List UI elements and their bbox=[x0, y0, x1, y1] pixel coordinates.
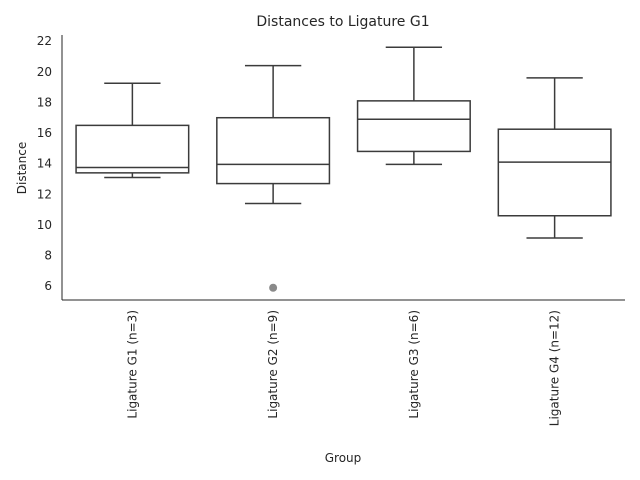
chart-title: Distances to Ligature G1 bbox=[256, 14, 429, 30]
x-axis-title: Group bbox=[325, 451, 362, 465]
y-tick-label: 8 bbox=[44, 249, 52, 263]
y-tick-label: 22 bbox=[37, 34, 52, 48]
box-iqr bbox=[75, 124, 190, 174]
y-tick-label: 18 bbox=[37, 95, 52, 109]
outlier-point bbox=[269, 283, 278, 292]
x-tick-label: Ligature G2 (n=9) bbox=[266, 310, 280, 419]
x-tick-label: Ligature G4 (n=12) bbox=[548, 310, 562, 426]
box-iqr bbox=[216, 116, 331, 185]
y-tick-label: 20 bbox=[37, 65, 52, 79]
x-tick-label: Ligature G1 (n=3) bbox=[125, 310, 139, 419]
y-tick-label: 14 bbox=[37, 157, 52, 171]
y-tick-label: 12 bbox=[37, 187, 52, 201]
y-tick-label: 16 bbox=[37, 126, 52, 140]
box-iqr bbox=[356, 100, 471, 153]
x-tick-label: Ligature G3 (n=6) bbox=[407, 310, 421, 419]
y-tick-label: 6 bbox=[44, 279, 52, 293]
y-tick-label: 10 bbox=[37, 218, 52, 232]
plot-area: 6 8 10 12 14 16 18 20 22 Ligature G1 (n=3) Ligatur… bbox=[37, 34, 625, 426]
y-axis-title: Distance bbox=[15, 142, 29, 194]
box-iqr bbox=[497, 128, 612, 217]
